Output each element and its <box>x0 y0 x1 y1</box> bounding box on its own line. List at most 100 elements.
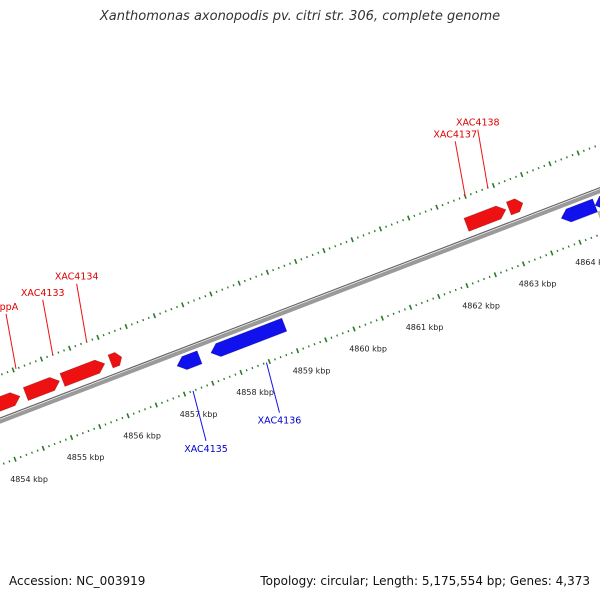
scale-label: 4858 kbp <box>236 388 274 397</box>
tick-mark <box>420 301 423 305</box>
tick-mark <box>313 343 316 346</box>
tick-mark <box>290 351 293 355</box>
tick-mark <box>475 190 478 194</box>
forward-gene <box>107 352 123 369</box>
tick-mark <box>526 171 529 174</box>
tick-mark <box>465 282 469 289</box>
tick-mark <box>142 318 145 322</box>
tick-mark <box>57 351 60 354</box>
accession-text: Accession: NC_003919 <box>9 574 146 588</box>
tick-mark <box>460 286 463 289</box>
tick-mark <box>548 161 552 167</box>
tick-mark <box>211 380 215 386</box>
tick-mark <box>380 315 384 321</box>
tick-mark <box>228 375 231 378</box>
tick-mark <box>576 150 580 156</box>
tick-mark <box>152 313 157 319</box>
tick-mark <box>273 358 276 361</box>
tick-mark <box>149 405 152 409</box>
label-leader-line <box>5 313 17 369</box>
backbone-inner-line <box>0 186 600 419</box>
tick-mark <box>110 421 113 424</box>
tick-mark <box>533 258 536 261</box>
label-leader-line <box>454 141 466 197</box>
tick-mark <box>285 353 288 357</box>
tick-mark <box>200 386 203 389</box>
tick-mark <box>132 412 135 415</box>
tick-mark <box>181 302 185 308</box>
tick-mark <box>493 272 497 278</box>
forward-gene <box>22 377 61 401</box>
tick-mark <box>458 197 461 200</box>
tick-mark <box>415 303 418 307</box>
tick-mark <box>25 453 28 457</box>
tick-mark <box>255 275 258 278</box>
tick-mark <box>243 279 246 283</box>
tick-mark <box>336 334 339 337</box>
reverse-gene <box>210 317 288 357</box>
scale-label: 4864 kbp <box>575 258 600 267</box>
scale-label: 4861 kbp <box>406 323 444 332</box>
tick-mark <box>511 267 514 270</box>
tick-mark <box>237 280 241 286</box>
tick-mark <box>364 323 367 326</box>
tick-mark <box>330 336 333 339</box>
tick-mark <box>176 305 179 309</box>
tick-mark <box>267 358 271 365</box>
tick-mark <box>319 340 322 344</box>
tick-mark <box>47 445 50 448</box>
tick-mark <box>594 145 597 148</box>
tick-mark <box>396 221 399 224</box>
tick-mark <box>36 449 39 452</box>
label-leader-line <box>42 299 54 355</box>
tick-mark <box>204 294 207 298</box>
tick-mark <box>454 288 457 292</box>
tick-mark <box>19 455 22 459</box>
other-feature <box>597 210 600 220</box>
tick-mark <box>262 362 265 365</box>
scale-label: 4857 kbp <box>180 410 218 419</box>
tick-mark <box>160 401 163 404</box>
tick-mark <box>11 367 15 373</box>
genome-backbone <box>0 186 600 424</box>
scale-label: 4860 kbp <box>349 345 387 354</box>
forward-gene <box>0 392 21 412</box>
tick-mark <box>424 210 427 213</box>
tick-mark <box>509 177 512 181</box>
tick-mark <box>159 312 162 315</box>
tick-mark <box>402 219 405 222</box>
tick-mark <box>96 334 100 341</box>
label-leader-line <box>265 362 280 413</box>
tick-mark <box>13 456 17 462</box>
scale-label: 4863 kbp <box>519 280 557 289</box>
tick-mark <box>64 438 67 441</box>
tick-mark <box>392 312 395 315</box>
gene-label: XAC4136 <box>258 416 302 427</box>
tick-mark <box>550 250 554 256</box>
tick-mark <box>232 284 235 287</box>
gene-label: XAC4135 <box>184 444 228 455</box>
tick-mark <box>565 156 568 159</box>
tick-mark <box>76 434 79 437</box>
tick-mark <box>223 377 226 381</box>
tick-mark <box>279 356 282 359</box>
forward-gene <box>59 359 106 387</box>
tick-mark <box>277 266 280 270</box>
tick-mark <box>582 149 585 152</box>
tick-mark <box>471 282 474 285</box>
tick-mark <box>108 331 111 335</box>
tick-mark <box>31 451 33 454</box>
tick-mark <box>17 366 20 369</box>
tick-mark <box>6 370 9 374</box>
tick-mark <box>53 442 56 446</box>
gene-label: XAC4137 <box>433 129 477 140</box>
tick-mark <box>257 364 259 368</box>
tick-mark <box>126 413 130 419</box>
tick-mark <box>260 273 263 276</box>
tick-mark <box>543 164 546 168</box>
tick-mark <box>426 299 429 302</box>
gene-label: XAC4134 <box>55 272 99 283</box>
tick-mark <box>0 373 3 376</box>
tick-mark <box>483 277 485 281</box>
tick-mark <box>209 291 213 297</box>
